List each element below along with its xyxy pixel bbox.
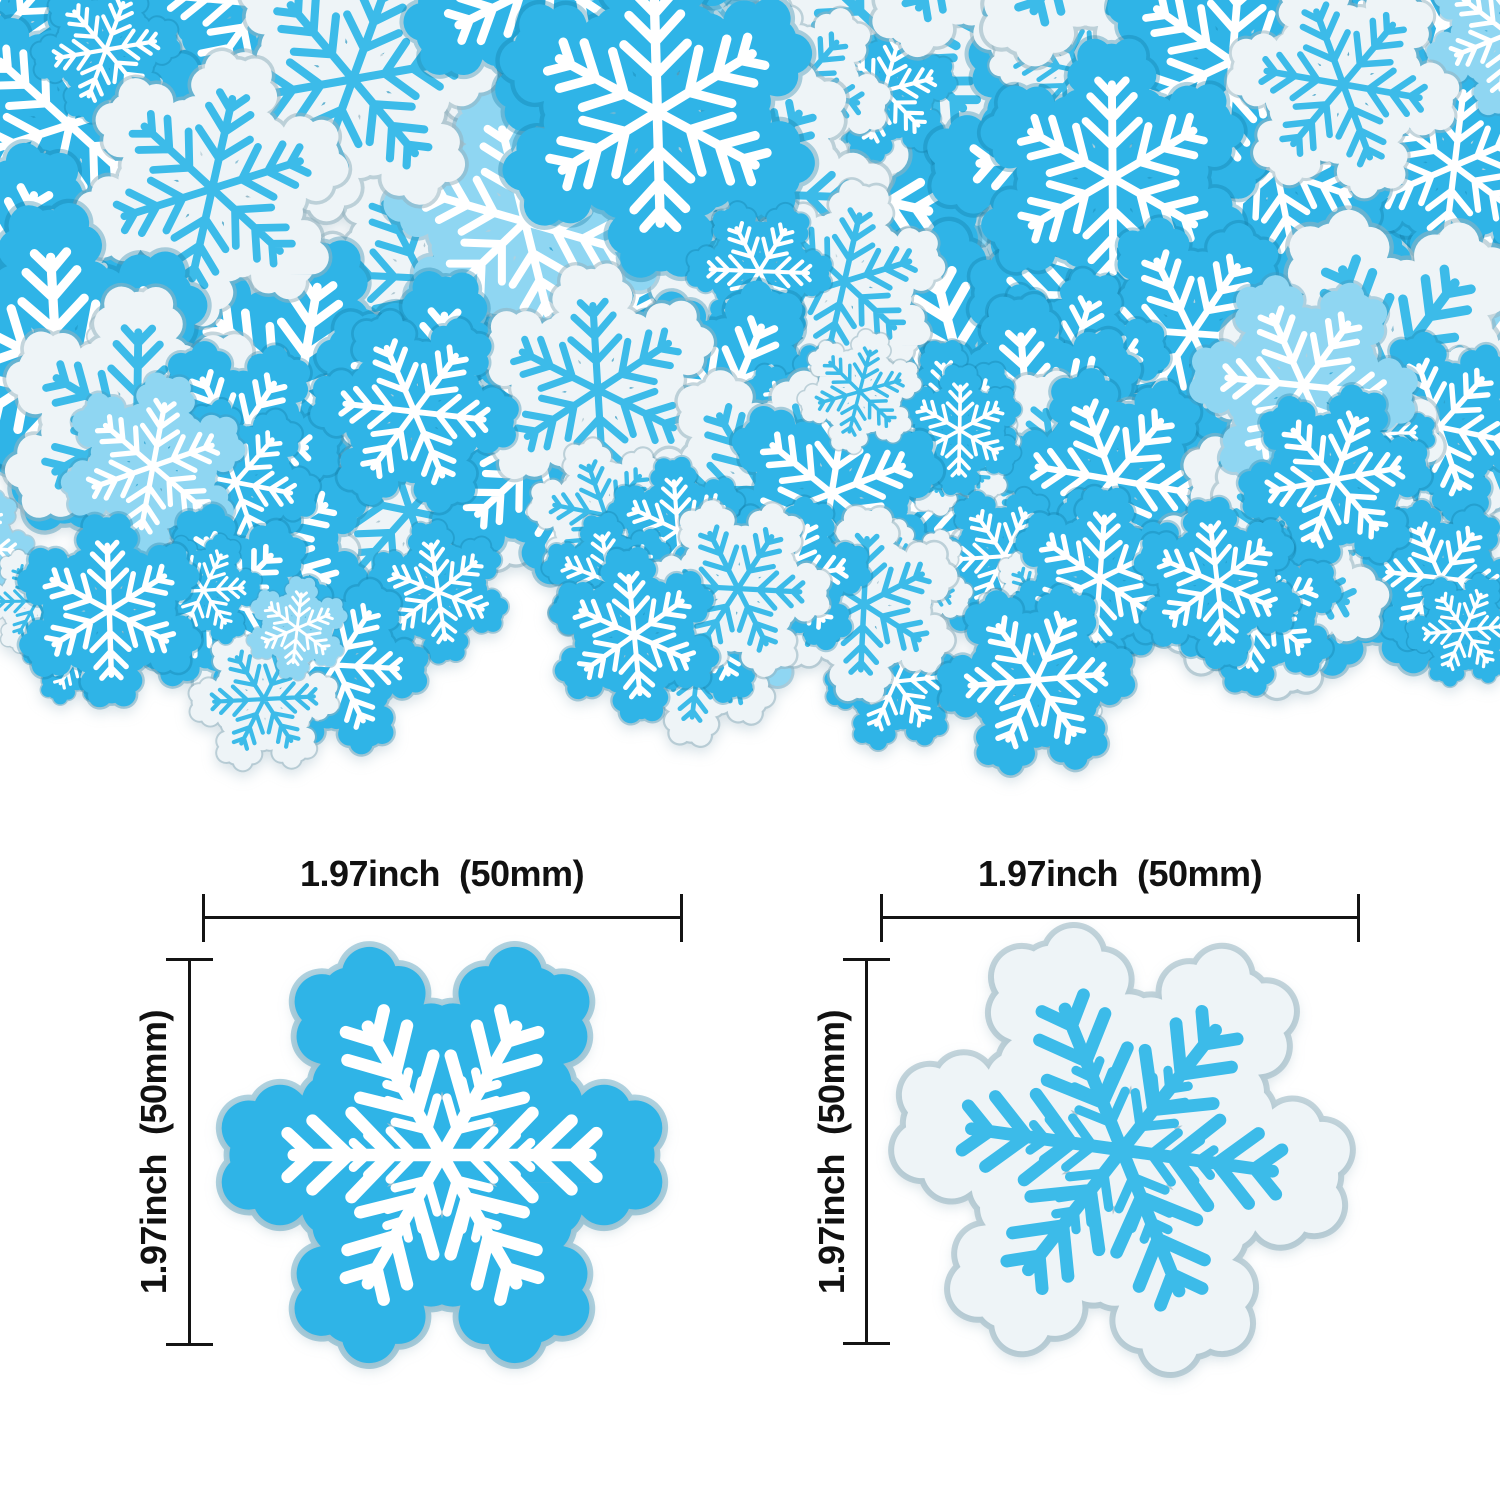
snowflake-icon	[1424, 0, 1500, 121]
snowflake-icon	[1235, 382, 1435, 577]
dim-line-vertical-right	[865, 959, 868, 1344]
snowflake-blue-icon	[215, 941, 669, 1369]
dim-line-vertical-left	[188, 959, 191, 1345]
snowflake-icon	[888, 922, 1356, 1378]
dim-tick	[166, 1343, 213, 1346]
snowflake-icon	[1404, 571, 1500, 689]
dim-tick	[680, 894, 683, 942]
snowflake-icon	[1223, 0, 1463, 202]
height-label-right: 1.97inch (50mm)	[811, 1009, 852, 1295]
dim-line-horizontal-right	[881, 916, 1359, 919]
dim-tick	[843, 1342, 890, 1345]
dim-tick	[1357, 894, 1360, 942]
width-label-right: 1.97inch (50mm)	[977, 853, 1263, 894]
snowflake-icon	[14, 510, 204, 710]
snowflake-icon	[796, 327, 924, 456]
width-label-left: 1.97inch (50mm)	[299, 853, 585, 894]
dim-tick	[880, 894, 883, 942]
height-label-left: 1.97inch (50mm)	[133, 1009, 174, 1295]
snowflake-icon	[1131, 494, 1303, 672]
snowflake-pile-photo	[0, 0, 1500, 778]
dim-line-horizontal-left	[203, 916, 682, 919]
snowflake-icon	[473, 260, 723, 520]
snowflake-icon	[215, 941, 669, 1369]
dim-tick	[166, 958, 213, 961]
snowflake-icon	[72, 47, 353, 330]
snowflake-icon	[307, 307, 522, 516]
snowflake-icon	[366, 518, 511, 666]
snowflake-icon	[495, 0, 820, 283]
snowflake-icon	[245, 574, 349, 682]
snowflake-icon	[546, 544, 722, 726]
dim-tick	[843, 958, 890, 961]
snowflake-icon	[934, 582, 1138, 778]
dim-tick	[202, 894, 205, 942]
snowflake-white-icon	[888, 922, 1356, 1378]
